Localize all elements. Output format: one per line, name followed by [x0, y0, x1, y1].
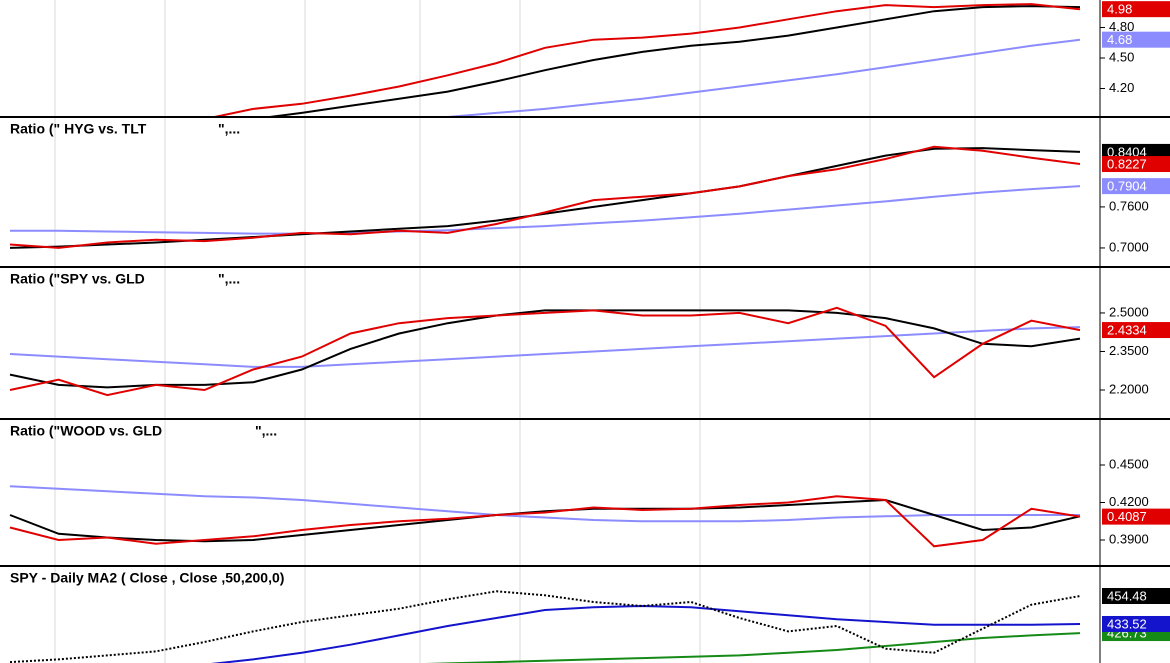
series-line — [9, 306, 1081, 397]
value-label: 4.98 — [1107, 2, 1132, 17]
value-label: 0.4087 — [1107, 509, 1147, 524]
y-tick-label: 0.7000 — [1109, 239, 1149, 254]
series-line — [9, 485, 1080, 523]
series-line — [210, 604, 1081, 663]
value-label: 0.7904 — [1107, 179, 1147, 194]
plot — [214, 3, 1081, 116]
series-line — [10, 185, 1081, 235]
value-label-box — [1102, 156, 1170, 173]
y-tick-label: 2.5000 — [1109, 304, 1149, 319]
plot — [9, 590, 1081, 663]
panel-title-end: ",... — [255, 423, 277, 439]
value-label-box — [1102, 31, 1170, 48]
series-line — [9, 498, 1081, 543]
value-label-box — [1102, 1, 1170, 18]
series-line — [9, 309, 1081, 389]
series-line — [9, 145, 1081, 249]
y-tick-label: 4.20 — [1109, 80, 1134, 95]
plot — [9, 145, 1081, 249]
y-tick-label: 0.7600 — [1109, 198, 1149, 213]
panel-title: Ratio ("SPY vs. GLD — [10, 271, 145, 287]
value-label: 0.8404 — [1107, 144, 1147, 159]
y-tick-label: 4.50 — [1109, 49, 1134, 64]
y-tick-label: 0.4200 — [1109, 494, 1149, 509]
series-line — [9, 590, 1081, 663]
panel-title-end: ",... — [218, 121, 240, 137]
value-label: 2.4334 — [1107, 322, 1147, 337]
value-label: 433.52 — [1107, 616, 1147, 631]
y-tick-label: 4.80 — [1109, 19, 1134, 34]
value-label-box — [1102, 588, 1170, 605]
y-tick-label: 2.3500 — [1109, 343, 1149, 358]
panel-title: Ratio ("WOOD vs. GLD — [10, 423, 162, 439]
panel-title-end: ",... — [218, 271, 240, 287]
plot — [9, 485, 1081, 548]
series-line — [447, 38, 1081, 116]
series-line — [9, 326, 1081, 368]
value-label-box — [1102, 322, 1170, 339]
value-label-box — [1102, 178, 1170, 195]
panel-title: SPY - Daily MA2 ( Close , Close ,50,200,… — [10, 570, 284, 586]
panel-title: Ratio (" HYG vs. TLT — [10, 121, 147, 137]
y-tick-label: 2.2000 — [1109, 381, 1149, 396]
value-label-box — [1102, 143, 1170, 160]
value-label-box — [1102, 508, 1170, 525]
value-label: 0.8227 — [1107, 156, 1147, 171]
value-label-box — [1102, 615, 1170, 632]
y-tick-label: 0.3900 — [1109, 531, 1149, 546]
value-label: 454.48 — [1107, 588, 1147, 603]
plot — [9, 306, 1081, 397]
series-line — [425, 632, 1081, 663]
value-label: 4.68 — [1107, 32, 1132, 47]
y-tick-label: 0.4500 — [1109, 456, 1149, 471]
series-line — [269, 5, 1081, 116]
series-line — [214, 3, 1081, 116]
series-line — [9, 495, 1081, 548]
